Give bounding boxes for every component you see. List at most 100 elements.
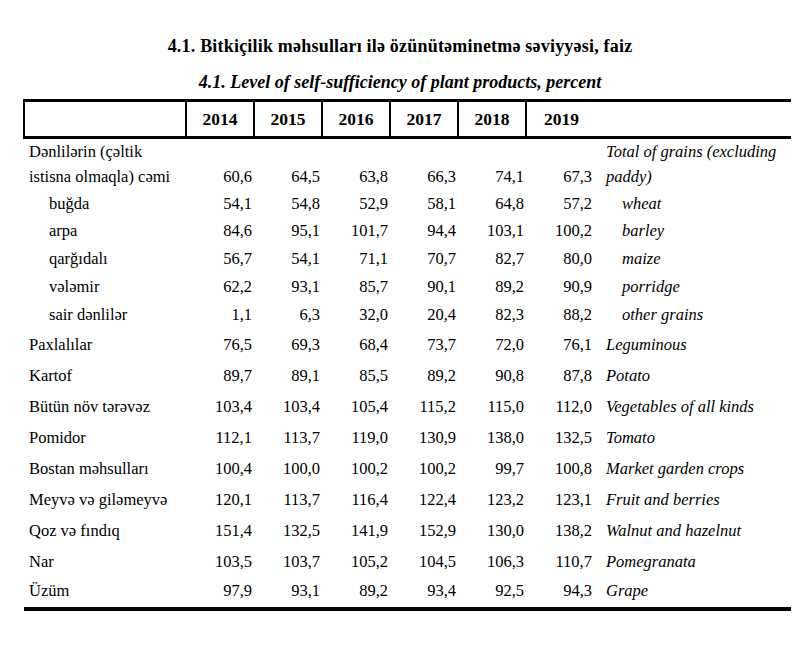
year-header-2018: 2018: [458, 101, 526, 138]
row-label-en: Grape: [594, 578, 791, 609]
row-label-az: Paxlalılar: [24, 330, 186, 361]
value-cell-2018: 82,7: [458, 247, 526, 275]
value-cell-2019: 76,1: [526, 330, 594, 361]
value-cell-2014: 97,9: [186, 578, 254, 609]
value-cell-2018: 130,0: [458, 516, 526, 547]
value-cell-2014: 54,1: [186, 192, 254, 220]
row-label-az: Qoz və fındıq: [24, 516, 186, 547]
row-label-az: vələmir: [24, 275, 186, 303]
value-cell-2014: 84,6: [186, 219, 254, 247]
value-cell-2018: 64,8: [458, 192, 526, 220]
table-row: Dənlilərin (çəltik istisna olmaqla) cəmi…: [24, 138, 791, 192]
row-label-az: Bostan məhsulları: [24, 454, 186, 485]
row-label-en: Pomegranata: [594, 547, 791, 578]
value-cell-2017: 100,2: [390, 454, 458, 485]
row-label-en: Market garden crops: [594, 454, 791, 485]
value-cell-2015: 93,1: [254, 275, 322, 303]
row-label-en: wheat: [594, 192, 791, 220]
value-cell-2015: 103,4: [254, 392, 322, 423]
row-label-az: arpa: [24, 219, 186, 247]
value-cell-2017: 90,1: [390, 275, 458, 303]
row-label-en: Walnut and hazelnut: [594, 516, 791, 547]
value-cell-2015: 64,5: [254, 138, 322, 192]
value-cell-2015: 100,0: [254, 454, 322, 485]
value-cell-2014: 100,4: [186, 454, 254, 485]
table-row: Kartof89,789,185,589,290,887,8Potato: [24, 361, 791, 392]
table-row: Bostan məhsulları100,4100,0100,2100,299,…: [24, 454, 791, 485]
value-cell-2015: 113,7: [254, 423, 322, 454]
table-row: sair dənlilər1,16,332,020,482,388,2other…: [24, 303, 791, 331]
value-cell-2016: 116,4: [322, 485, 390, 516]
value-cell-2016: 85,5: [322, 361, 390, 392]
value-cell-2018: 103,1: [458, 219, 526, 247]
table-row: Bütün növ tərəvəz103,4103,4105,4115,2115…: [24, 392, 791, 423]
value-cell-2016: 101,7: [322, 219, 390, 247]
value-cell-2019: 57,2: [526, 192, 594, 220]
value-cell-2019: 112,0: [526, 392, 594, 423]
value-cell-2019: 90,9: [526, 275, 594, 303]
self-sufficiency-table: 201420152016201720182019 Dənlilərin (çəl…: [23, 99, 791, 611]
table-row: buğda54,154,852,958,164,857,2wheat: [24, 192, 791, 220]
row-label-az: buğda: [24, 192, 186, 220]
value-cell-2015: 54,1: [254, 247, 322, 275]
value-cell-2017: 58,1: [390, 192, 458, 220]
value-cell-2019: 110,7: [526, 547, 594, 578]
value-cell-2017: 115,2: [390, 392, 458, 423]
row-label-en: barley: [594, 219, 791, 247]
value-cell-2018: 115,0: [458, 392, 526, 423]
row-label-en: Fruit and berries: [594, 485, 791, 516]
value-cell-2019: 123,1: [526, 485, 594, 516]
value-cell-2014: 103,5: [186, 547, 254, 578]
value-cell-2017: 73,7: [390, 330, 458, 361]
year-header-2015: 2015: [254, 101, 322, 138]
table-body: Dənlilərin (çəltik istisna olmaqla) cəmi…: [24, 138, 791, 610]
value-cell-2017: 94,4: [390, 219, 458, 247]
value-cell-2016: 68,4: [322, 330, 390, 361]
value-cell-2019: 94,3: [526, 578, 594, 609]
row-label-az: Meyvə və giləmeyvə: [24, 485, 186, 516]
value-cell-2018: 92,5: [458, 578, 526, 609]
row-label-az: Pomidor: [24, 423, 186, 454]
value-cell-2019: 132,5: [526, 423, 594, 454]
value-cell-2018: 90,8: [458, 361, 526, 392]
value-cell-2015: 93,1: [254, 578, 322, 609]
value-cell-2019: 88,2: [526, 303, 594, 331]
row-label-az: Nar: [24, 547, 186, 578]
value-cell-2016: 71,1: [322, 247, 390, 275]
table-row: Nar103,5103,7105,2104,5106,3110,7Pomegra…: [24, 547, 791, 578]
value-cell-2014: 60,6: [186, 138, 254, 192]
value-cell-2016: 63,8: [322, 138, 390, 192]
table-row: Qoz və fındıq151,4132,5141,9152,9130,013…: [24, 516, 791, 547]
value-cell-2015: 54,8: [254, 192, 322, 220]
value-cell-2017: 70,7: [390, 247, 458, 275]
value-cell-2017: 89,2: [390, 361, 458, 392]
value-cell-2016: 141,9: [322, 516, 390, 547]
value-cell-2015: 132,5: [254, 516, 322, 547]
row-label-en: porridge: [594, 275, 791, 303]
row-label-en: maize: [594, 247, 791, 275]
table-header: 201420152016201720182019: [24, 101, 791, 138]
value-cell-2014: 120,1: [186, 485, 254, 516]
row-label-en: Tomato: [594, 423, 791, 454]
value-cell-2017: 122,4: [390, 485, 458, 516]
value-cell-2019: 67,3: [526, 138, 594, 192]
document-page: 4.1. Bitkiçilik məhsulları ilə özünütəmi…: [0, 0, 800, 645]
value-cell-2014: 89,7: [186, 361, 254, 392]
value-cell-2017: 20,4: [390, 303, 458, 331]
value-cell-2017: 93,4: [390, 578, 458, 609]
value-cell-2015: 103,7: [254, 547, 322, 578]
row-label-en: Leguminous: [594, 330, 791, 361]
value-cell-2016: 105,4: [322, 392, 390, 423]
empty-corner-cell: [24, 101, 186, 138]
value-cell-2018: 89,2: [458, 275, 526, 303]
row-label-az: Üzüm: [24, 578, 186, 609]
value-cell-2014: 62,2: [186, 275, 254, 303]
value-cell-2016: 85,7: [322, 275, 390, 303]
value-cell-2014: 1,1: [186, 303, 254, 331]
value-cell-2016: 105,2: [322, 547, 390, 578]
table-row: Üzüm97,993,189,293,492,594,3Grape: [24, 578, 791, 609]
value-cell-2019: 138,2: [526, 516, 594, 547]
value-cell-2017: 66,3: [390, 138, 458, 192]
value-cell-2019: 100,8: [526, 454, 594, 485]
value-cell-2016: 100,2: [322, 454, 390, 485]
